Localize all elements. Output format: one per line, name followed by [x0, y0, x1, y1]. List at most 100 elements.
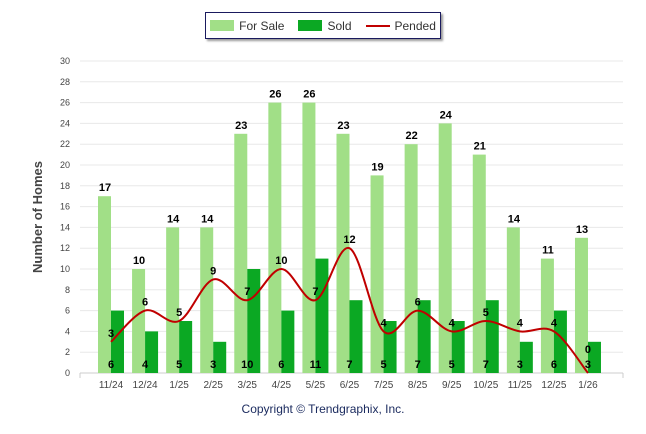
x-tick-label: 11/25 — [508, 380, 533, 391]
sold-data-label: 6 — [551, 359, 557, 371]
pended-data-label: 7 — [244, 286, 250, 298]
for-sale-data-label: 17 — [99, 182, 111, 194]
for-sale-bar[interactable] — [336, 133, 350, 373]
y-tick-label: 26 — [60, 98, 70, 108]
legend-pended-label: Pended — [394, 18, 436, 33]
sold-bar[interactable] — [519, 341, 533, 373]
sold-data-label: 10 — [241, 359, 253, 371]
legend-for-sale-label: For Sale — [239, 18, 285, 33]
pended-data-label: 10 — [275, 255, 287, 267]
for-sale-data-label: 26 — [303, 89, 315, 101]
legend: For Sale Sold Pended — [205, 12, 441, 39]
sold-bar[interactable] — [111, 310, 124, 373]
for-sale-swatch — [210, 20, 235, 31]
sold-data-label: 3 — [210, 359, 216, 371]
y-tick-label: 14 — [60, 222, 70, 232]
for-sale-bar[interactable] — [540, 258, 554, 373]
y-tick-label: 22 — [60, 139, 70, 149]
x-tick-label: 10/25 — [473, 380, 498, 391]
for-sale-bar[interactable] — [438, 123, 452, 374]
for-sale-bar[interactable] — [234, 133, 248, 373]
pended-line[interactable] — [110, 247, 589, 374]
for-sale-bar[interactable] — [472, 154, 486, 373]
for-sale-bar[interactable] — [98, 196, 111, 373]
legend-sold[interactable]: Sold — [298, 18, 352, 33]
sold-data-label: 3 — [517, 359, 523, 371]
for-sale-data-label: 21 — [474, 141, 486, 153]
for-sale-data-label: 10 — [133, 255, 145, 267]
legend-for-sale[interactable]: For Sale — [210, 19, 284, 33]
for-sale-data-label: 14 — [167, 213, 180, 225]
y-tick-label: 2 — [65, 347, 70, 357]
x-tick-label: 4/25 — [272, 380, 292, 391]
y-tick-label: 6 — [65, 306, 70, 316]
sold-bar[interactable] — [553, 310, 567, 373]
pended-data-label: 5 — [176, 307, 182, 319]
for-sale-bar[interactable] — [166, 227, 180, 373]
for-sale-bar[interactable] — [574, 237, 588, 373]
sold-bar[interactable] — [179, 321, 193, 373]
y-tick-label: 8 — [65, 285, 70, 295]
x-tick-label: 3/25 — [238, 380, 258, 391]
for-sale-bar[interactable] — [200, 227, 214, 373]
for-sale-data-label: 24 — [440, 109, 453, 121]
y-tick-label: 24 — [60, 118, 70, 128]
for-sale-bar[interactable] — [370, 175, 384, 373]
for-sale-data-label: 14 — [508, 213, 521, 225]
legend-pended[interactable]: Pended — [365, 18, 436, 33]
for-sale-bar[interactable] — [302, 102, 316, 373]
x-tick-label: 7/25 — [374, 380, 394, 391]
pended-data-label: 9 — [210, 265, 216, 277]
sold-data-label: 5 — [449, 359, 455, 371]
y-tick-label: 30 — [60, 56, 70, 66]
sold-data-label: 6 — [108, 359, 114, 371]
y-tick-label: 20 — [60, 160, 70, 170]
sold-data-label: 3 — [585, 359, 591, 371]
for-sale-data-label: 14 — [201, 213, 214, 225]
sold-data-label: 7 — [483, 359, 489, 371]
sold-data-label: 7 — [415, 359, 421, 371]
pended-data-label: 4 — [449, 317, 456, 329]
sold-bar[interactable] — [315, 258, 329, 373]
sold-bar[interactable] — [417, 300, 431, 373]
y-axis-title: Number of Homes — [30, 161, 45, 273]
for-sale-bar[interactable] — [132, 269, 146, 373]
sold-bar[interactable] — [451, 321, 465, 373]
y-tick-label: 16 — [60, 202, 70, 212]
for-sale-bar[interactable] — [404, 144, 418, 373]
x-tick-label: 2/25 — [203, 380, 223, 391]
y-tick-label: 12 — [60, 243, 70, 253]
sold-bar[interactable] — [485, 300, 499, 373]
pended-data-label: 7 — [312, 286, 318, 298]
sold-bar[interactable] — [349, 300, 363, 373]
pended-data-label: 12 — [343, 234, 355, 246]
y-tick-label: 10 — [60, 264, 70, 274]
sold-bar[interactable] — [213, 341, 227, 373]
sold-data-label: 5 — [176, 359, 182, 371]
pended-data-label: 3 — [108, 328, 114, 340]
sold-data-label: 11 — [310, 359, 322, 371]
sold-bar[interactable] — [145, 331, 159, 373]
x-tick-label: 12/25 — [541, 380, 566, 391]
y-tick-label: 18 — [60, 181, 70, 191]
sold-data-label: 5 — [380, 359, 386, 371]
for-sale-data-label: 13 — [576, 224, 588, 236]
pended-swatch — [365, 24, 390, 27]
y-tick-label: 0 — [65, 368, 70, 378]
for-sale-data-label: 23 — [235, 120, 247, 132]
for-sale-bar[interactable] — [268, 102, 282, 373]
x-tick-label: 6/25 — [340, 380, 360, 391]
sold-bar[interactable] — [247, 269, 261, 373]
sold-bar[interactable] — [587, 341, 601, 373]
legend-sold-label: Sold — [327, 18, 352, 33]
x-tick-label: 1/25 — [169, 380, 189, 391]
for-sale-bar[interactable] — [506, 227, 520, 373]
x-tick-label: 8/25 — [408, 380, 428, 391]
pended-data-label: 4 — [551, 317, 558, 329]
sold-data-label: 4 — [142, 359, 149, 371]
pended-data-label: 5 — [483, 307, 489, 319]
sold-bar[interactable] — [281, 310, 295, 373]
pended-data-label: 6 — [415, 297, 421, 309]
pended-data-label: 4 — [517, 317, 524, 329]
